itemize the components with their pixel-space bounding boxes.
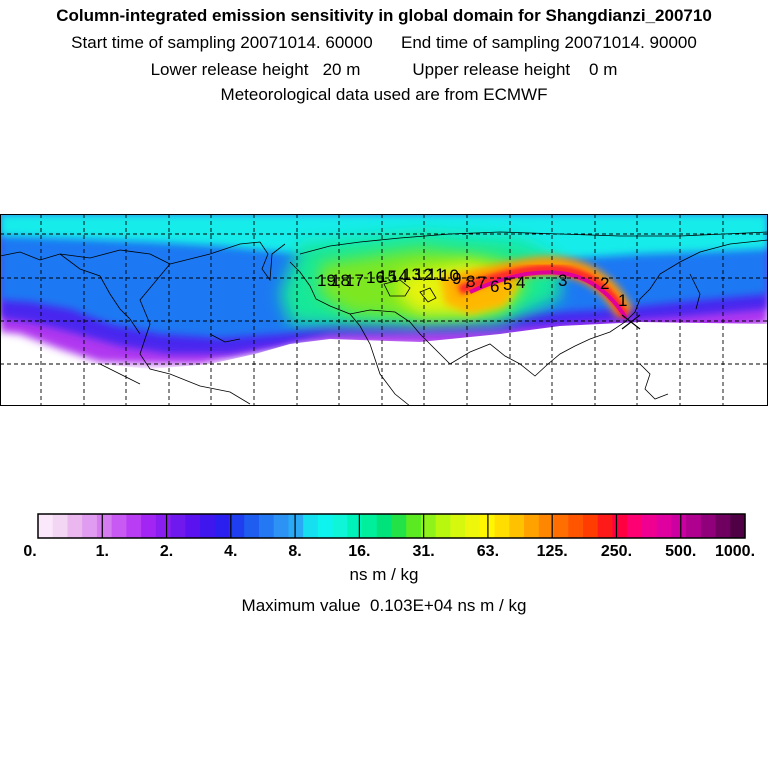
colorbar-swatch [288,514,304,538]
coastlines [0,231,768,406]
colorbar-tick-label: 4. [224,543,237,560]
trajectory-label: 18 [331,271,350,290]
colorbar-swatch [96,514,113,538]
colorbar-swatch [303,514,319,538]
trajectory-label: 16 [366,268,385,287]
colorbar-swatch [509,514,525,538]
colorbar-swatch [347,514,363,538]
trajectory-label: 7 [477,273,486,292]
colorbar-swatch [317,514,334,538]
colorbar-swatch [641,514,658,538]
trajectory-label: 6 [490,277,499,296]
colorbar-major-dividers [101,514,682,538]
colorbar-swatch [730,514,746,538]
colorbar-swatch [553,514,569,538]
trajectory-label: 12 [414,265,433,284]
colorbar-swatch [671,514,687,538]
colorbar-swatch [38,514,54,538]
trajectory-label: 1 [618,291,627,310]
colorbar-swatch [686,514,702,538]
colorbar-swatch [141,514,157,538]
colorbar-frame [37,513,746,539]
trajectory-label: 17 [345,271,364,290]
colorbar-tick-label: 1. [96,543,109,560]
colorbar-swatch [376,514,393,538]
colorbar-swatch [597,514,614,538]
colorbar-tick-label: 31. [413,543,435,560]
sensitivity-field [0,214,768,406]
colorbar-tick-label: 2. [160,543,173,560]
trajectory-label: 13 [402,265,421,284]
colorbar-units: ns m / kg [349,565,419,584]
colorbar-tick-label: 0. [23,543,36,560]
colorbar-swatch [362,514,378,538]
met-data-line: Meteorological data used are from ECMWF [220,85,548,104]
trajectory-label: 4 [516,273,525,292]
trajectory-label: 2 [600,274,609,293]
trajectory-label: 14 [389,267,408,286]
colorbar-swatch [582,514,599,538]
colorbar-swatch [538,514,555,538]
colorbar-swatch [524,514,540,538]
colorbar-swatch [111,514,127,538]
colorbar-tick-label: 500. [665,543,696,560]
trajectory-label: 8 [466,272,475,291]
trajectory-label: 19 [317,271,336,290]
colorbar-tick-label: 63. [477,543,499,560]
colorbar-swatch [82,514,98,538]
colorbar-tick-label: 125. [537,543,568,560]
plot-title: Column-integrated emission sensitivity i… [56,6,712,25]
colorbar-swatch [185,514,201,538]
trajectory-label: 3 [558,271,567,290]
trajectory-label: 9 [452,269,461,288]
colorbar-swatch [700,514,717,538]
colorbar-swatch [494,514,510,538]
colorbar: 0. 1. 2. 4. 8. 16. 31. 63. 125. 250. 500. 1000. [0,510,768,570]
colorbar-tick-label: 250. [601,543,632,560]
colorbar-swatch [450,514,466,538]
colorbar-swatch [258,514,275,538]
sampling-time-line: Start time of sampling 20071014. 60000 E… [71,33,697,52]
colorbar-tick-labels: 0. 1. 2. 4. 8. 16. 31. 63. 125. 250. 500. 1000. [23,543,755,560]
colorbar-swatch [465,514,481,538]
sensitivity-map: 19 18 17 16 15 14 13 12 11 10 9 8 7 6 5 4 3 2 1 [0,214,768,406]
colorbar-swatch [332,514,348,538]
colorbar-tick-label: 16. [348,543,370,560]
release-site-marker [621,314,641,330]
trajectory-label: 11 [427,265,445,284]
colorbar-swatch [126,514,142,538]
trajectory-label: 5 [503,275,512,294]
release-height-line: Lower release height 20 m Upper release … [150,60,618,79]
graticule [0,214,768,406]
colorbar-tick-label: 1000. [715,543,755,560]
colorbar-swatch [155,514,172,538]
colorbar-swatch [273,514,289,538]
colorbar-tick-label: 8. [288,543,301,560]
colorbar-swatch [568,514,584,538]
colorbar-swatch [612,514,628,538]
colorbar-swatch [67,514,83,538]
colorbar-swatch [435,514,452,538]
colorbar-swatch [715,514,731,538]
trajectory-label: 10 [440,266,459,285]
colorbar-swatch [656,514,672,538]
maximum-value-label: Maximum value 0.103E+04 ns m / kg [241,596,527,615]
colorbar-swatch [420,514,437,538]
colorbar-swatch [627,514,643,538]
colorbar-swatch [406,514,422,538]
colorbar-swatch [170,514,186,538]
colorbar-swatch [229,514,245,538]
colorbar-swatch [200,514,216,538]
colorbar-swatch [244,514,260,538]
colorbar-swatch [52,514,69,538]
colorbar-swatch [214,514,231,538]
colorbar-swatch [391,514,407,538]
trajectory-label: 15 [378,267,397,286]
colorbar-swatches [38,514,746,538]
